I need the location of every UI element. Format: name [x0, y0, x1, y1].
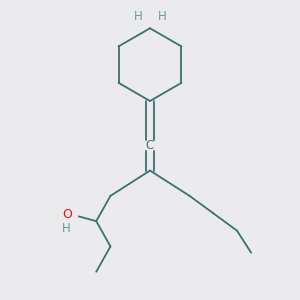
Text: O: O	[63, 208, 73, 221]
Text: H: H	[134, 10, 142, 23]
Text: C: C	[146, 139, 154, 152]
Text: H: H	[158, 10, 166, 23]
Text: H: H	[61, 222, 70, 235]
